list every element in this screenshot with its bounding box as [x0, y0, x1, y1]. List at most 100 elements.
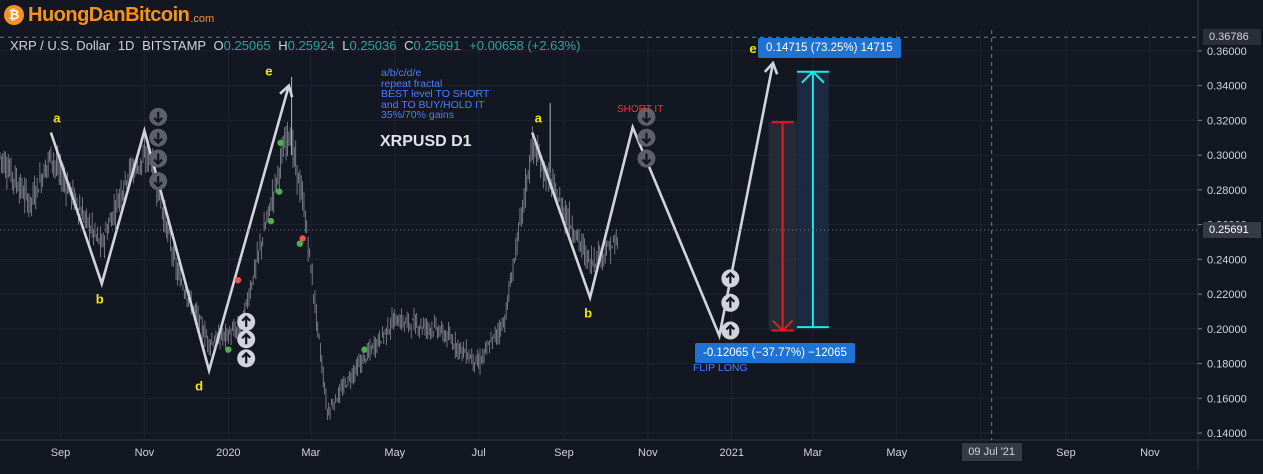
- price-tick-label: 0.24000: [1207, 254, 1247, 266]
- brand-domain: .com: [190, 12, 215, 25]
- note-line: repeat fractal: [381, 77, 443, 90]
- price-tick-label: 0.34000: [1207, 81, 1247, 93]
- price-tick-label: 0.36000: [1207, 46, 1247, 58]
- arrow-down-icon-glyph: [153, 176, 163, 188]
- signal-dot-layer: [225, 139, 368, 353]
- wave-line: [531, 62, 775, 341]
- arrow-down-icon: [637, 107, 656, 126]
- arrow-up-icon: [721, 269, 740, 288]
- time-tick-label: May: [384, 447, 405, 459]
- wave-point-label: b: [96, 292, 104, 307]
- high-value: 0.25924: [287, 38, 335, 53]
- arrow-up-icon-glyph: [241, 351, 251, 364]
- bitcoin-icon: ₿: [4, 5, 24, 25]
- time-tick-label: 2020: [216, 447, 240, 459]
- wave-point-label: b: [584, 306, 592, 321]
- symbol-header: XRP / U.S. Dollar 1D BITSTAMP O0.25065 H…: [10, 38, 580, 53]
- last-price-label: 0.25691: [1203, 221, 1261, 238]
- flip-long-label: FLIP LONG: [693, 362, 748, 374]
- wave-point-label: a: [53, 111, 61, 126]
- close-label: C: [404, 38, 414, 53]
- signal-dot: [296, 240, 304, 247]
- top-price-label: 0.36786: [1203, 29, 1261, 46]
- note-line: 35%/70% gains: [381, 109, 454, 121]
- price-tick-label: 0.22000: [1207, 289, 1247, 301]
- arrow-down-icon: [149, 107, 168, 126]
- signal-dot: [299, 235, 306, 242]
- short-it-label: SHORT IT: [617, 104, 664, 115]
- open-value: 0.25065: [223, 38, 271, 53]
- wave-point-label: a: [535, 111, 543, 126]
- note-line: and TO BUY/HOLD IT: [381, 98, 485, 111]
- price-tick-label: 0.18000: [1207, 359, 1247, 371]
- arrow-down-icon-glyph: [153, 153, 163, 166]
- time-tick-label: Nov: [1140, 447, 1160, 459]
- arrow-down-icon-glyph: [153, 111, 163, 124]
- signal-dot: [267, 217, 275, 225]
- arrow-up-icon-glyph: [725, 296, 736, 308]
- time-tick-label: Jul: [472, 447, 486, 459]
- interval[interactable]: 1D: [117, 38, 135, 53]
- crosshair-date-label: 09 Jul '21: [961, 443, 1022, 461]
- arrow-up-icon-glyph: [241, 332, 251, 345]
- low-value: 0.25036: [349, 38, 397, 53]
- note-line: a/b/c/d/e: [381, 67, 422, 79]
- arrow-down-icon-glyph: [641, 132, 652, 145]
- price-tick-label: 0.16000: [1207, 393, 1247, 405]
- time-tick-label: Nov: [135, 447, 155, 459]
- fractal-note: a/b/c/d/e repeat fractal BEST level TO SHO…: [381, 68, 521, 121]
- time-tick-label: Sep: [554, 447, 574, 459]
- arrow-down-icon: [149, 128, 168, 147]
- wave-point-label: d: [195, 379, 203, 394]
- arrow-down-icon-glyph: [641, 111, 652, 124]
- symbol-name[interactable]: XRP / U.S. Dollar: [10, 38, 111, 53]
- price-tick-label: 0.20000: [1207, 324, 1247, 336]
- measure-up-range-arrow: [801, 70, 825, 84]
- signal-dot: [361, 346, 368, 353]
- signal-dot: [276, 188, 283, 195]
- measure-up-box[interactable]: 0.14715 (73.25%) 14715: [758, 38, 901, 58]
- measure-layer: [768, 70, 829, 332]
- arrow-down-icon: [149, 172, 168, 191]
- close-value: 0.25691: [413, 38, 461, 53]
- candle-layer: [0, 76, 618, 420]
- arrow-down-icon: [149, 149, 168, 168]
- exchange: BITSTAMP: [142, 38, 206, 53]
- signal-dot: [277, 139, 284, 147]
- high-label: H: [278, 38, 288, 53]
- note-line: BEST level TO SHORT: [381, 88, 490, 100]
- wave-arrowhead: [763, 60, 779, 75]
- price-tick-label: 0.28000: [1207, 185, 1247, 197]
- open-label: O: [213, 38, 224, 53]
- arrow-down-icon: [637, 149, 656, 168]
- wave-point-label: e: [749, 41, 756, 56]
- brand-name: HuongDanBitcoin: [28, 3, 190, 26]
- chart-title-annotation: XRPUSD D1: [380, 133, 472, 150]
- arrow-up-icon-glyph: [725, 271, 736, 284]
- price-tick-label: 0.32000: [1207, 115, 1247, 127]
- signal-dot: [225, 346, 232, 353]
- signal-dot: [234, 276, 242, 284]
- arrow-down-icon-glyph: [153, 132, 163, 145]
- change-value: +0.00658 (+2.63%): [469, 38, 581, 53]
- arrow-up-icon-glyph: [241, 315, 251, 327]
- measure-down-box[interactable]: -0.12065 (−37.77%) −12065: [695, 343, 855, 363]
- wave-point-label: e: [265, 64, 272, 79]
- time-tick-label: Nov: [638, 447, 658, 459]
- arrow-up-icon: [721, 321, 740, 340]
- arrow-up-icon-glyph: [725, 323, 736, 336]
- arrow-up-icon: [237, 330, 256, 349]
- time-tick-label: Mar: [803, 447, 822, 459]
- low-label: L: [342, 38, 350, 53]
- time-tick-label: Sep: [51, 447, 71, 459]
- time-tick-label: 2021: [719, 447, 743, 459]
- grid-lines: [0, 30, 1198, 440]
- wave-arrowhead: [279, 83, 294, 98]
- price-tick-label: 0.14000: [1207, 428, 1247, 440]
- price-tick-label: 0.30000: [1207, 150, 1247, 162]
- time-tick-label: Sep: [1056, 447, 1076, 459]
- brand-logo[interactable]: ₿ HuongDanBitcoin .com: [4, 3, 214, 27]
- arrow-layer: [149, 107, 740, 368]
